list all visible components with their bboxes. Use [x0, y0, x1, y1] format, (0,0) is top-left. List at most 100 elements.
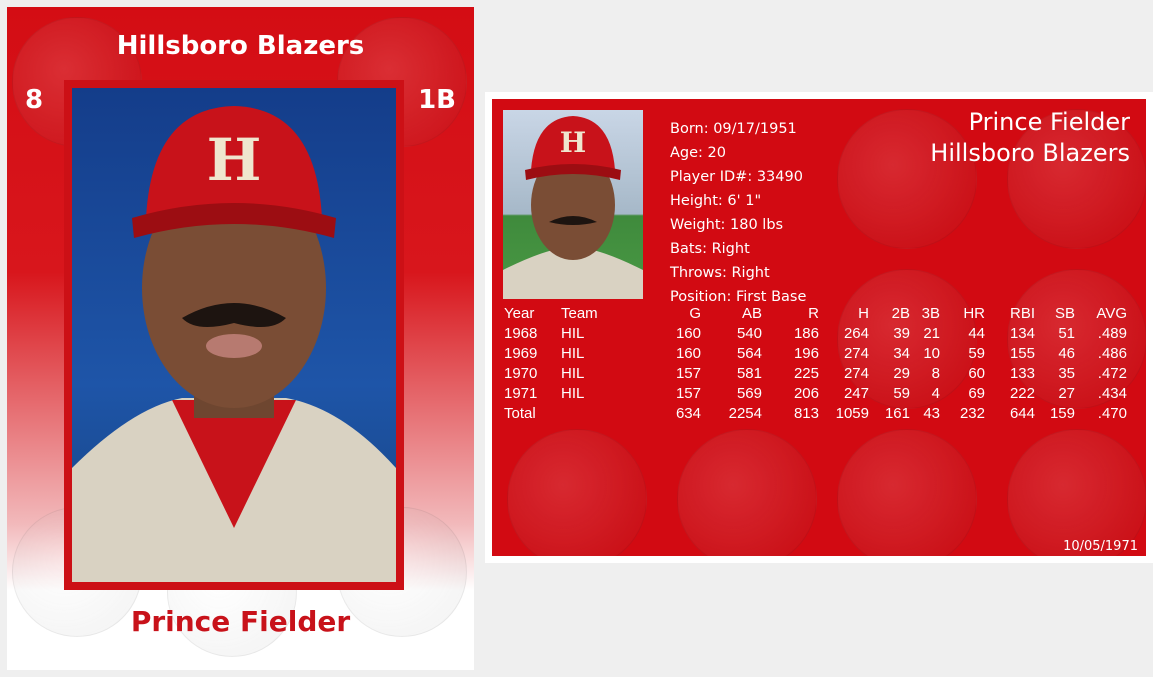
stat-cell: 39 [893, 325, 910, 342]
stat-cell: 159 [1049, 405, 1075, 422]
column-header: H [858, 305, 869, 322]
stat-cell: HIL [561, 385, 585, 402]
stats-header-row: Year Team G AB R H 2B 3B HR RBI SB AVG [504, 304, 1127, 324]
stat-cell: 51 [1058, 325, 1075, 342]
card-date: 10/05/1971 [1063, 539, 1138, 554]
stat-cell: .470 [1097, 405, 1127, 422]
stat-cell: 43 [923, 405, 940, 422]
column-header: 3B [921, 305, 940, 322]
baseball-pattern [837, 269, 977, 409]
stat-cell: 1059 [835, 405, 869, 422]
stat-cell: 44 [968, 325, 985, 342]
height: Height: 6' 1" [670, 193, 762, 209]
stat-cell: 133 [1009, 365, 1035, 382]
player-photo: H [72, 88, 396, 582]
age: Age: 20 [670, 145, 726, 161]
stat-cell: 274 [843, 365, 869, 382]
cap-logo: H [560, 126, 586, 159]
stat-cell: 160 [675, 345, 701, 362]
column-header: 2B [891, 305, 910, 322]
bats: Bats: Right [670, 241, 750, 257]
baseball-pattern [1007, 109, 1146, 249]
stat-cell: Total [504, 405, 536, 422]
stat-cell: 813 [793, 405, 819, 422]
stat-cell: .434 [1097, 385, 1127, 402]
stat-cell: 21 [923, 325, 940, 342]
stat-cell: HIL [561, 325, 585, 342]
player-thumbnail: H [503, 110, 643, 299]
stat-cell: 35 [1058, 365, 1075, 382]
front-card: Hillsboro Blazers 8 1B H Prince Fielder [7, 7, 474, 670]
column-header: SB [1054, 305, 1075, 322]
stat-cell: 1970 [504, 365, 538, 382]
stat-cell: 569 [736, 385, 762, 402]
position: Position: First Base [670, 289, 807, 305]
baseball-pattern [1007, 429, 1146, 556]
stat-cell: 69 [968, 385, 985, 402]
stat-cell: 1969 [504, 345, 538, 362]
player-id: Player ID#: 33490 [670, 169, 803, 185]
stat-cell: 59 [893, 385, 910, 402]
stat-cell: 134 [1009, 325, 1035, 342]
stats-table: Year Team G AB R H 2B 3B HR RBI SB AVG 1968 HIL 160 540… [504, 304, 1127, 424]
column-header: G [689, 305, 701, 322]
stat-cell: 161 [884, 405, 910, 422]
column-header: R [808, 305, 819, 322]
weight: Weight: 180 lbs [670, 217, 784, 233]
photo-frame: H [64, 80, 404, 590]
born: Born: 09/17/1951 [670, 121, 797, 137]
stat-cell: 186 [793, 325, 819, 342]
player-name: Prince Fielder [968, 108, 1130, 136]
stat-cell: 29 [893, 365, 910, 382]
team-name: Hillsboro Blazers [930, 139, 1130, 167]
column-header: Year [504, 305, 535, 322]
stats-row: Total 634 2254 813 1059 161 43 232 644 159 .470 [504, 404, 1127, 424]
stat-cell [561, 404, 601, 424]
stat-cell: 564 [736, 345, 762, 362]
stat-cell: 232 [959, 405, 985, 422]
stat-cell: 264 [843, 325, 869, 342]
stat-cell: 1968 [504, 325, 538, 342]
team-name: Hillsboro Blazers [116, 31, 365, 61]
stat-cell: 10 [923, 345, 940, 362]
stats-row: 1971 HIL 157 569 206 247 59 4 69 222 27 .434 [504, 384, 1127, 404]
stat-cell: 4 [931, 385, 940, 402]
stat-cell: HIL [561, 345, 585, 362]
stat-cell: 222 [1009, 385, 1035, 402]
stat-cell: 644 [1009, 405, 1035, 422]
stat-cell: 34 [893, 345, 910, 362]
stat-cell: 1971 [504, 385, 538, 402]
stat-cell: 27 [1058, 385, 1075, 402]
baseball-pattern [1007, 269, 1146, 409]
baseball-pattern [837, 109, 977, 249]
stat-cell: .472 [1097, 365, 1127, 382]
stat-cell: .486 [1097, 345, 1127, 362]
stat-cell: 160 [675, 325, 701, 342]
column-header: AVG [1096, 305, 1127, 322]
baseball-pattern [507, 429, 647, 556]
stats-row: 1969 HIL 160 564 196 274 34 10 59 155 46 .486 [504, 344, 1127, 364]
player-info: Born: 09/17/1951 Age: 20 Player ID#: 334… [670, 117, 806, 309]
column-header: HR [963, 305, 985, 322]
back-card: H Born: 09/17/1951 Age: 20 Player ID#: 3… [485, 92, 1153, 563]
stats-row: 1968 HIL 160 540 186 264 39 21 44 134 51 .489 [504, 324, 1127, 344]
stat-cell: 157 [675, 365, 701, 382]
baseball-pattern [837, 429, 977, 556]
stat-cell: 581 [736, 365, 762, 382]
player-name: Prince Fielder [130, 605, 351, 638]
player-position: 1B [418, 85, 456, 115]
stat-cell: 634 [675, 405, 701, 422]
column-header: Team [561, 305, 598, 322]
throws: Throws: Right [670, 265, 770, 281]
stat-cell: 157 [675, 385, 701, 402]
stat-cell: 206 [793, 385, 819, 402]
back-header: Prince Fielder Hillsboro Blazers [930, 107, 1130, 169]
stat-cell: 540 [736, 325, 762, 342]
stat-cell: 59 [968, 345, 985, 362]
stat-cell: HIL [561, 365, 585, 382]
stat-cell: 247 [843, 385, 869, 402]
jersey-number: 8 [25, 85, 44, 115]
stat-cell: 2254 [728, 405, 762, 422]
column-header: RBI [1009, 305, 1035, 322]
stat-cell: 196 [793, 345, 819, 362]
